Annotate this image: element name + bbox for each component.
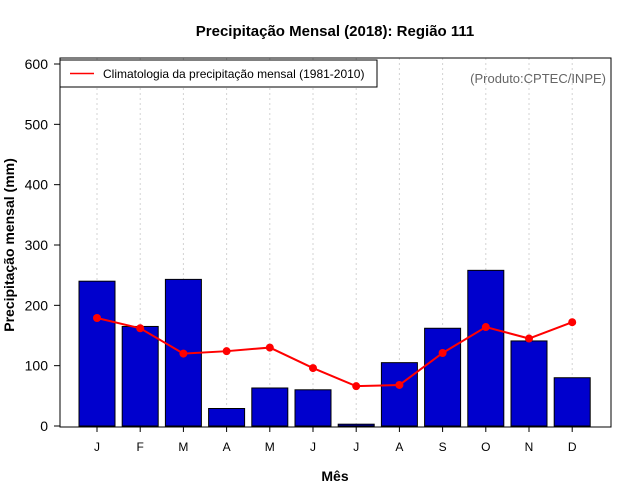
climatology-point-12 [568, 318, 577, 327]
bar-1 [78, 280, 116, 427]
legend-box [59, 59, 378, 88]
bar-12 [553, 377, 591, 427]
climatology-point-4 [222, 347, 231, 356]
bar-9 [424, 327, 462, 427]
x-tick-label: N [525, 440, 534, 454]
x-tick-label: O [481, 440, 490, 454]
bar-10 [467, 269, 505, 427]
bar-series [78, 269, 591, 427]
climatology-point-6 [309, 364, 317, 373]
bar-7 [337, 423, 375, 427]
chart-title: Precipitação Mensal (2018): Região 111 [196, 23, 474, 40]
y-axis: 0 100 200 300 400 500 600 [25, 56, 60, 434]
source-note: (Produto:CPTEC/INPE) [470, 71, 606, 86]
y-tick-label: 300 [25, 237, 49, 253]
x-tick-label: M [265, 440, 275, 454]
x-axis-title: Mês [321, 468, 348, 484]
climatology-line [96, 317, 573, 388]
climatology-point-10 [481, 323, 490, 332]
x-tick-label: J [310, 440, 316, 454]
y-tick-label: 500 [25, 116, 49, 132]
bar-5 [251, 387, 289, 427]
x-tick-label: A [223, 440, 231, 454]
climatology-point-7 [352, 382, 361, 391]
legend-label: Climatologia da precipitação mensal (198… [103, 67, 364, 81]
x-tick-label: M [178, 440, 188, 454]
bar-2 [121, 325, 159, 427]
climatology-point-1 [93, 314, 101, 323]
climatology-point-9 [438, 348, 447, 357]
y-tick-label: 100 [25, 358, 49, 374]
bar-11 [510, 340, 548, 427]
x-tick-label: A [395, 440, 403, 454]
y-tick-label: 600 [25, 56, 49, 72]
x-tick-label: S [439, 440, 447, 454]
y-tick-label: 400 [25, 177, 49, 193]
x-tick-label: J [94, 440, 100, 454]
bar-6 [294, 389, 332, 427]
gridlines [96, 58, 573, 427]
climatology-point-3 [179, 349, 188, 358]
x-tick-label: F [137, 440, 144, 454]
legend: Climatologia da precipitação mensal (198… [59, 59, 378, 88]
climatology-series [93, 314, 577, 391]
x-tick-label: D [568, 440, 577, 454]
climatology-point-8 [395, 380, 404, 389]
climatology-point-2 [136, 324, 145, 333]
bar-4 [208, 408, 246, 427]
x-tick-label: J [353, 440, 359, 454]
climatology-point-11 [525, 334, 533, 343]
y-axis-title: Precipitação mensal (mm) [1, 158, 17, 332]
y-tick-label: 200 [25, 297, 49, 313]
climatology-point-5 [265, 343, 274, 352]
plot-frame [59, 57, 612, 428]
bar-8 [380, 362, 418, 427]
y-tick-label: 0 [40, 418, 48, 434]
